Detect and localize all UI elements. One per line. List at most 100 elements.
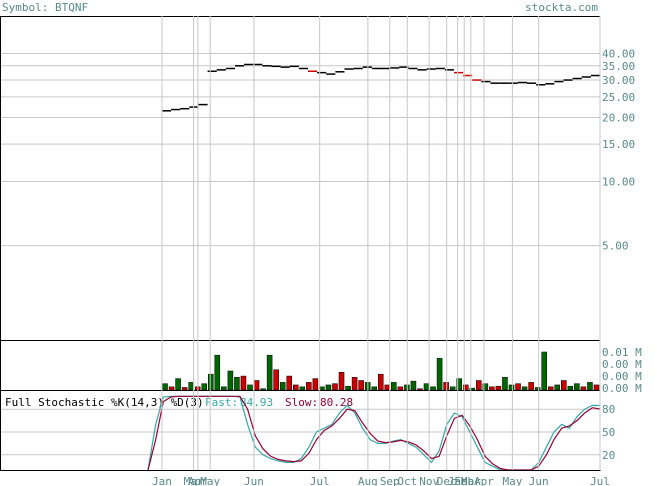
volume-bar (181, 387, 188, 391)
x-tick-label: Jun (529, 475, 549, 486)
x-tick-label: Jul (590, 475, 610, 486)
x-tick-label: Oct (397, 475, 417, 486)
volume-bar (253, 380, 260, 391)
volume-bar (397, 386, 404, 391)
price-tick-label: 5.00 (602, 240, 629, 253)
volume-bar (371, 386, 377, 391)
volume-bar (541, 351, 547, 391)
x-tick-label: Jan (448, 475, 468, 486)
volume-bar (436, 358, 443, 391)
volume-tick-label: 0.01 M (602, 346, 642, 359)
volume-bar (515, 383, 521, 391)
volume-bar (495, 385, 502, 391)
site-label: stockta.com (525, 1, 598, 14)
volume-bar (554, 384, 561, 391)
volume-bar (208, 373, 214, 391)
volume-bar (345, 385, 351, 391)
volume-bar (201, 383, 208, 391)
volume-bar (430, 386, 436, 391)
volume-panel: 0.01 M0.00 M0.00 M0.00 M (0, 340, 642, 395)
x-tick-label: May (502, 475, 522, 486)
x-tick-label: Mar (184, 475, 204, 486)
price-tick-label: 25.00 (602, 91, 635, 104)
price-tick-label: 15.00 (602, 138, 635, 151)
volume-bar (528, 382, 534, 391)
volume-bar (561, 380, 567, 391)
volume-bar (443, 382, 449, 391)
volume-bar (221, 386, 227, 391)
stoch-tick-label: 50 (602, 426, 615, 439)
volume-bar (574, 383, 580, 391)
slow-legend-label: Slow: (285, 396, 318, 409)
volume-bar (476, 380, 482, 391)
volume-bar (410, 380, 417, 391)
volume-bar (521, 386, 528, 391)
x-tick-label: Mar (461, 475, 481, 486)
volume-bar (547, 386, 554, 391)
volume-bar (175, 378, 181, 391)
price-tick-label: 30.00 (602, 74, 635, 87)
volume-bar (279, 382, 286, 391)
volume-bar (332, 383, 338, 391)
volume-bar (391, 382, 397, 391)
volume-bar (534, 387, 541, 391)
price-tick-label: 40.00 (602, 47, 635, 60)
stochastic-panel: Full Stochastic %K(14,3) %D(3) Fast: 84.… (0, 390, 615, 471)
x-tick-label: May (200, 475, 220, 486)
x-tick-label: Sep (380, 475, 400, 486)
volume-bar (188, 382, 194, 391)
volume-tick-label: 0.00 M (602, 382, 642, 395)
x-tick-label: Dec (437, 475, 457, 486)
slow-legend-value: 80.28 (320, 396, 353, 409)
volume-tick-label: 0.00 M (602, 370, 642, 383)
volume-bar (260, 388, 266, 391)
volume-bar (587, 382, 593, 391)
volume-bar (338, 372, 345, 391)
volume-bar (273, 369, 279, 391)
volume-bar (489, 386, 495, 391)
volume-bar (502, 377, 508, 391)
volume-bar (417, 388, 423, 391)
x-tick-label: Jul (310, 475, 330, 486)
stochastic-title: Full Stochastic %K(14,3) %D(3) (5, 396, 204, 409)
volume-frame (0, 340, 601, 391)
volume-bar (299, 386, 306, 391)
symbol-label: Symbol: BTQNF (2, 1, 88, 14)
x-tick-label: Apr (474, 475, 494, 486)
fast-legend-value: 84.93 (240, 396, 273, 409)
volume-bar (227, 370, 234, 391)
x-tick-label: Feb (454, 475, 474, 486)
volume-bar (567, 385, 574, 391)
volume-bar (266, 354, 273, 391)
volume-bar (214, 354, 221, 391)
price-tick-label: 35.00 (602, 60, 635, 73)
stoch-tick-label: 20 (602, 449, 615, 462)
price-frame (0, 16, 601, 341)
price-tick-label: 20.00 (602, 112, 635, 125)
volume-bar (312, 378, 319, 391)
x-tick-label: Aug (358, 475, 378, 486)
volume-bar (168, 386, 175, 391)
x-tick-label: Jan (152, 475, 172, 486)
volume-bar (286, 375, 292, 391)
stoch-tick-label: 80 (602, 403, 615, 416)
volume-bar (593, 384, 600, 391)
volume-bar (306, 382, 312, 391)
x-tick-label: Nov (419, 475, 439, 486)
volume-bar (508, 384, 515, 391)
volume-bar (449, 386, 456, 391)
volume-bar (234, 377, 240, 391)
volume-bar (162, 383, 168, 391)
volume-bar (377, 373, 384, 391)
x-tick-label: Jun (244, 475, 264, 486)
volume-tick-label: 0.00 M (602, 358, 642, 371)
fast-legend-label: Fast: (205, 396, 238, 409)
volume-bar (292, 384, 299, 391)
volume-bar (358, 380, 364, 391)
price-tick-label: 10.00 (602, 176, 635, 189)
volume-bar (247, 384, 253, 391)
volume-bar (240, 375, 247, 391)
